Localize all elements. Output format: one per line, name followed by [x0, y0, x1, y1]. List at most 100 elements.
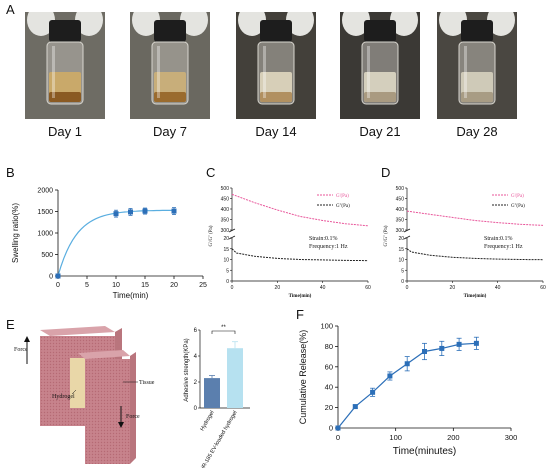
vial-highlight — [464, 46, 467, 98]
vial-sediment — [49, 92, 81, 102]
x-tick-label: 60 — [365, 285, 371, 291]
legend-label: G'(Pa) — [336, 194, 349, 199]
x-tick-label: 40 — [495, 285, 501, 291]
vial-icon — [342, 12, 418, 105]
vial-icon — [27, 12, 103, 105]
tissue-block-top — [78, 350, 130, 359]
x-axis-label: Time(min) — [289, 294, 312, 299]
y-tick-label: 500 — [396, 186, 405, 192]
day-label: Day 21 — [359, 124, 401, 139]
vial-sediment — [154, 92, 186, 102]
y-axis-label: Adhesive strength(KPa) — [184, 338, 190, 401]
vial-cap — [154, 20, 186, 42]
hydrogel-layer — [70, 358, 85, 408]
g-double-prime-line — [406, 248, 544, 261]
data-point — [335, 425, 341, 431]
y-tick-label: 0 — [401, 279, 404, 285]
tissue-block-top — [40, 326, 115, 336]
y-tick-label: 15 — [223, 247, 229, 253]
vial-cap — [461, 20, 493, 42]
y-tick-label: 0 — [226, 279, 229, 285]
y-tick-label: 10 — [398, 258, 404, 264]
x-tick-label: 200 — [447, 433, 460, 442]
vial-photo — [340, 12, 420, 119]
x-tick-label: 0 — [231, 285, 234, 291]
y-tick-label: 450 — [221, 197, 230, 203]
y-tick-label: 350 — [221, 218, 230, 224]
data-point — [352, 404, 358, 410]
frequency-note: Frequency:1 Hz — [484, 244, 523, 250]
panel-letter-c: C — [206, 165, 216, 180]
legend-label: G''(Pa) — [511, 204, 525, 209]
axis-break-mark — [228, 235, 236, 240]
y-axis-label: G'/G'' (Pa) — [209, 225, 214, 246]
y-tick-label: 20 — [325, 403, 333, 412]
vial-cap — [260, 20, 292, 42]
x-tick-label: 300 — [505, 433, 518, 442]
g-prime-line — [406, 210, 544, 226]
x-tick-label: 40 — [320, 285, 326, 291]
y-tick-label: 350 — [396, 218, 405, 224]
y-tick-label: 60 — [325, 362, 333, 371]
vial-highlight — [157, 46, 160, 98]
x-axis-label: Time(min) — [464, 294, 487, 299]
x-tick-label: 20 — [170, 282, 178, 289]
vial-cap — [49, 20, 81, 42]
hydrogel-leader — [71, 389, 77, 395]
x-tick-label: 5 — [85, 282, 89, 289]
x-axis-label: Time(minutes) — [393, 446, 457, 457]
y-tick-label: 400 — [221, 207, 230, 213]
day-label: Day 7 — [153, 124, 187, 139]
y-tick-label: 40 — [325, 383, 333, 392]
y-tick-label: 2000 — [37, 188, 53, 195]
axis-break-mark — [403, 228, 411, 233]
y-axis-label: G'/G'' (Pa) — [384, 225, 389, 246]
day-label: Day 14 — [255, 124, 297, 139]
x-tick-label: 100 — [389, 433, 402, 442]
x-tick-label: 0 — [336, 433, 340, 442]
vial-sediment — [260, 92, 292, 102]
data-point — [404, 361, 410, 367]
frequency-note: Frequency:1 Hz — [309, 244, 348, 250]
glove-finger — [75, 12, 103, 36]
y-tick-label: 500 — [41, 252, 53, 259]
force-label-bottom: Force — [126, 414, 140, 420]
fit-curve — [57, 209, 175, 277]
x-tick-label: 0 — [406, 285, 409, 291]
vial-highlight — [52, 46, 55, 98]
y-tick-label: 450 — [396, 197, 405, 203]
panel-letter-b: B — [6, 165, 15, 180]
tissue-block-lower — [85, 359, 130, 464]
glove-finger — [487, 12, 515, 36]
x-tick-label: 15 — [141, 282, 149, 289]
y-tick-label: 300 — [396, 228, 405, 234]
glove-finger — [132, 12, 160, 36]
axis-break-mark — [228, 228, 236, 233]
data-point — [55, 273, 61, 279]
glove-finger — [390, 12, 418, 36]
data-point — [113, 211, 119, 217]
vial-cap — [364, 20, 396, 42]
data-point — [387, 373, 393, 379]
strain-note: Strain:0.1% — [309, 236, 338, 242]
data-point — [128, 209, 133, 215]
glove-finger — [439, 12, 467, 36]
cumulative-release-chart: 0 100 200 300 0 20 40 60 80 100 Time(minutes) Cumul… — [298, 322, 518, 458]
strain-note: Strain:0.1% — [484, 236, 513, 242]
swelling-ratio-chart: 0 5 10 15 20 25 0 500 1000 1500 2000 Time(min) Swell… — [11, 188, 207, 301]
vial-photo — [236, 12, 316, 119]
y-tick-label: 10 — [223, 258, 229, 264]
y-tick-label: 0 — [329, 424, 333, 433]
day-label: Day 1 — [48, 124, 82, 139]
legend-label: G'(Pa) — [511, 194, 524, 199]
release-line — [337, 342, 477, 429]
y-tick-label: 100 — [320, 322, 333, 331]
g-double-prime-line — [231, 248, 369, 262]
x-tick-label: 20 — [450, 285, 456, 291]
vial-icon — [439, 12, 515, 105]
vial-photo — [437, 12, 517, 119]
glove-finger — [342, 12, 370, 36]
y-tick-label: 1000 — [37, 231, 53, 238]
